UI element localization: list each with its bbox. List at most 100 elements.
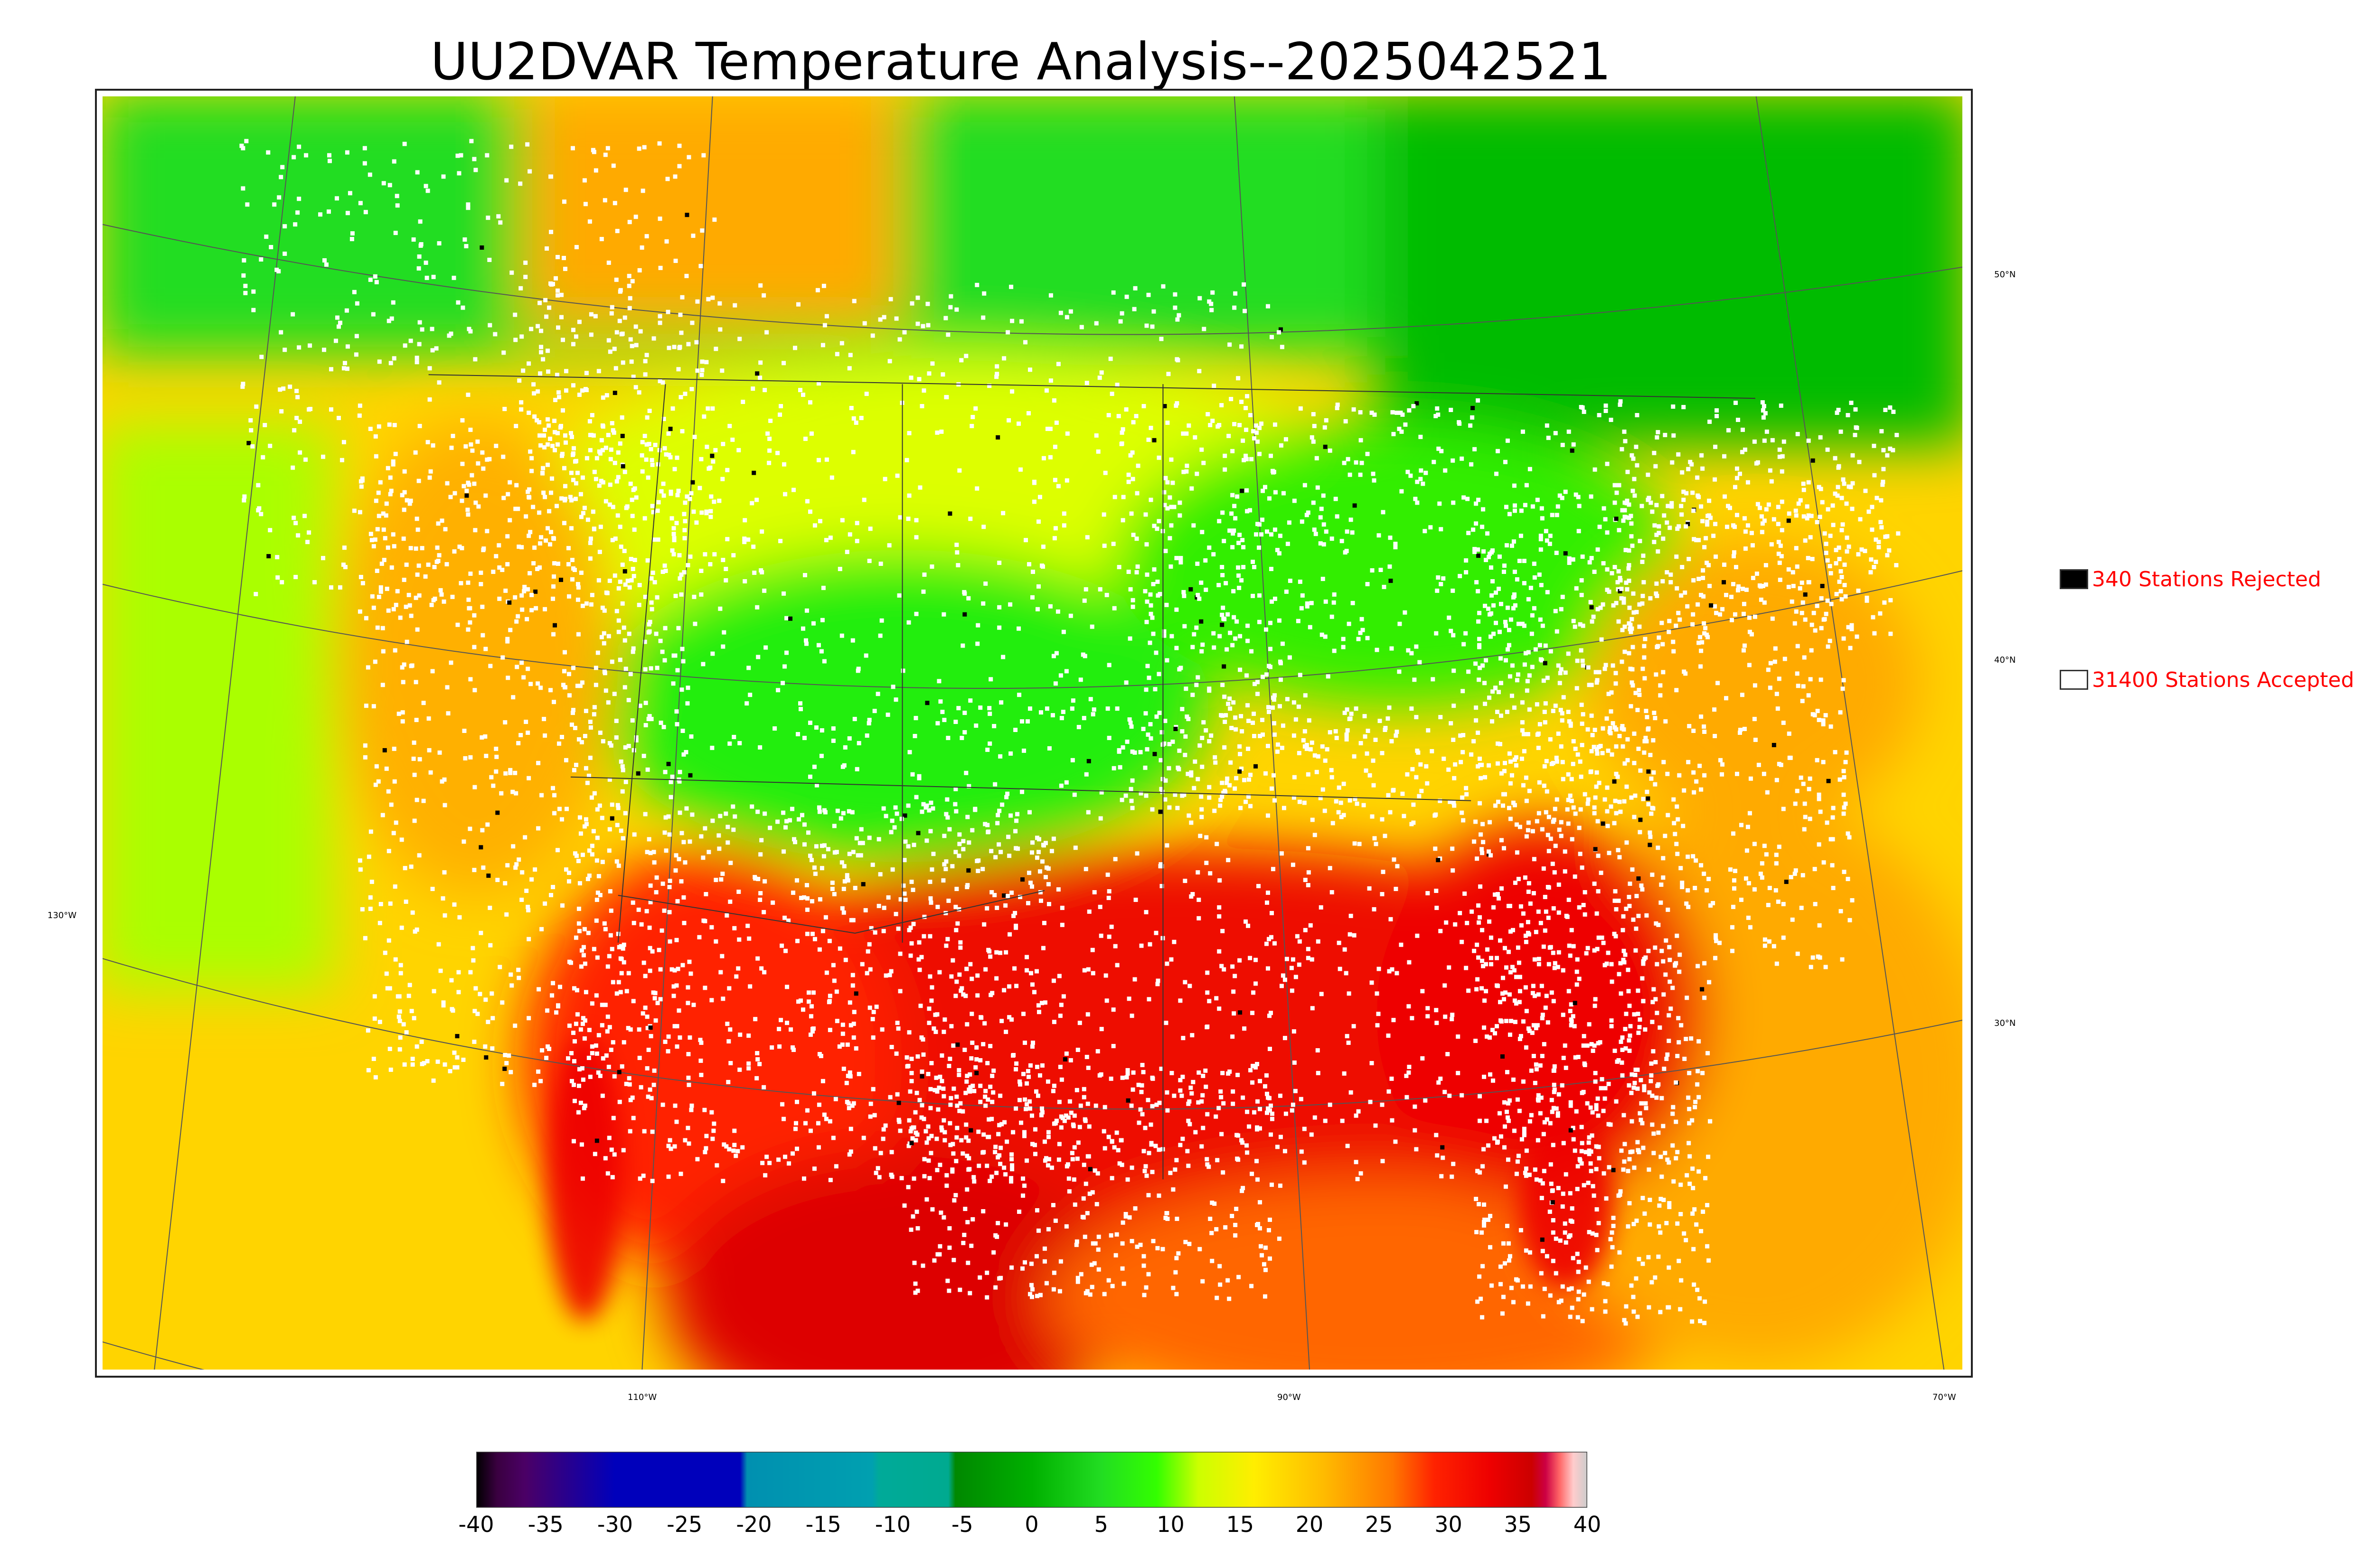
station-marker xyxy=(1583,912,1587,917)
station-marker xyxy=(1150,807,1155,812)
station-marker xyxy=(1593,795,1598,800)
station-marker xyxy=(975,282,980,287)
station-marker xyxy=(1103,973,1108,978)
station-marker xyxy=(1838,569,1843,573)
station-marker xyxy=(481,466,486,471)
station-marker xyxy=(392,423,397,427)
station-marker xyxy=(704,360,709,365)
station-marker xyxy=(683,500,688,505)
station-marker xyxy=(607,578,612,583)
station-marker xyxy=(1234,619,1239,624)
station-marker xyxy=(1064,1052,1069,1056)
station-marker xyxy=(415,798,419,802)
station-marker xyxy=(783,948,788,953)
station-marker xyxy=(408,338,413,343)
station-marker xyxy=(1538,1063,1543,1068)
station-marker xyxy=(1004,795,1009,799)
station-marker xyxy=(383,536,387,541)
station-marker xyxy=(546,1044,550,1049)
station-marker xyxy=(592,469,597,474)
station-marker xyxy=(375,569,379,573)
station-marker xyxy=(1266,891,1270,895)
station-marker xyxy=(687,155,691,160)
station-marker xyxy=(250,444,255,449)
station-marker xyxy=(1032,990,1036,995)
station-marker xyxy=(1579,1161,1584,1166)
station-marker xyxy=(1624,784,1629,789)
station-marker xyxy=(1580,658,1585,663)
station-marker xyxy=(1026,719,1030,724)
station-marker xyxy=(1269,599,1274,604)
station-marker xyxy=(378,585,383,590)
station-marker xyxy=(628,672,633,676)
station-marker xyxy=(1843,801,1848,806)
station-marker xyxy=(927,808,932,813)
station-marker xyxy=(1480,1164,1485,1169)
station-marker xyxy=(1389,739,1394,743)
station-marker xyxy=(1643,637,1648,641)
station-marker xyxy=(1497,896,1501,901)
station-marker xyxy=(925,301,930,306)
station-marker xyxy=(1746,915,1751,920)
station-marker xyxy=(1597,413,1602,417)
station-marker xyxy=(1116,413,1121,418)
station-marker xyxy=(1511,539,1516,544)
station-marker xyxy=(1543,720,1547,725)
station-marker xyxy=(1170,739,1175,744)
station-marker xyxy=(552,700,556,704)
station-marker xyxy=(1062,511,1066,516)
station-marker xyxy=(940,1079,944,1083)
station-marker xyxy=(1525,688,1529,693)
station-marker xyxy=(1847,918,1852,922)
station-marker xyxy=(717,498,722,503)
station-marker xyxy=(1068,1058,1073,1062)
station-marker xyxy=(564,758,568,762)
station-marker xyxy=(650,949,655,954)
station-marker xyxy=(668,455,673,460)
station-marker xyxy=(709,1110,714,1115)
station-marker xyxy=(700,368,705,373)
station-marker xyxy=(1314,770,1319,774)
station-marker xyxy=(1099,790,1104,795)
station-marker xyxy=(1233,636,1238,641)
station-marker xyxy=(1337,940,1341,945)
station-marker xyxy=(701,855,706,860)
station-marker xyxy=(907,493,912,498)
station-marker xyxy=(998,950,1003,955)
station-marker xyxy=(1525,679,1530,684)
station-marker xyxy=(916,957,921,962)
station-marker xyxy=(481,865,486,870)
station-marker xyxy=(1580,865,1584,870)
station-marker xyxy=(1831,806,1836,810)
station-marker xyxy=(1197,296,1202,300)
station-marker xyxy=(801,1176,806,1181)
station-marker xyxy=(1560,594,1565,599)
station-marker xyxy=(1460,1093,1464,1098)
station-marker xyxy=(901,883,906,888)
station-marker xyxy=(1154,714,1159,719)
station-marker xyxy=(914,535,919,540)
station-marker xyxy=(577,1067,582,1071)
station-marker xyxy=(392,159,396,164)
station-marker xyxy=(812,937,817,941)
station-marker xyxy=(548,542,553,547)
station-marker xyxy=(1774,961,1779,966)
station-marker xyxy=(1789,875,1793,880)
station-marker xyxy=(1641,1145,1646,1150)
station-marker xyxy=(401,1022,406,1027)
station-marker xyxy=(974,723,979,728)
station-marker xyxy=(480,604,485,609)
station-marker xyxy=(957,832,962,837)
station-marker xyxy=(1640,1121,1645,1126)
station-marker xyxy=(703,1150,707,1155)
station-marker xyxy=(1393,542,1398,546)
station-marker xyxy=(556,288,560,293)
station-marker xyxy=(1648,596,1653,601)
station-marker xyxy=(1498,938,1503,943)
station-marker xyxy=(1641,959,1646,964)
station-marker xyxy=(1801,781,1806,786)
station-marker xyxy=(1459,760,1463,764)
station-marker xyxy=(954,887,959,892)
station-marker xyxy=(868,967,873,972)
station-marker xyxy=(606,1064,611,1069)
